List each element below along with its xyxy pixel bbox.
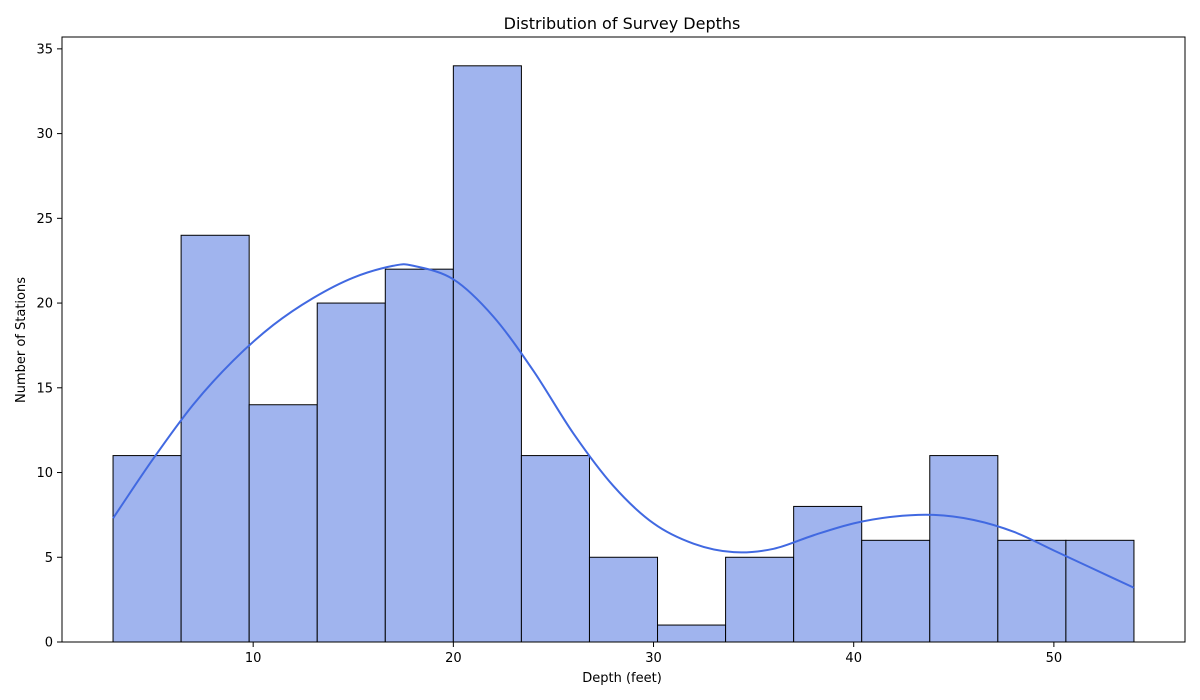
histogram-bar: [657, 624, 727, 643]
histogram-bar: [180, 234, 250, 643]
histogram-bar: [452, 65, 522, 643]
y-tick-label: 35: [36, 42, 53, 57]
histogram-bar: [316, 302, 386, 643]
histogram-bar: [520, 455, 590, 643]
histogram-bar: [861, 539, 931, 643]
bars-group: [112, 65, 1135, 643]
x-tick-label: 40: [845, 651, 862, 666]
histogram-bar: [248, 404, 318, 643]
histogram-bar: [997, 539, 1067, 643]
x-axis-ticks: 10 20 30 40 50: [245, 642, 1062, 666]
x-tick-label: 30: [645, 651, 662, 666]
histogram-bar: [725, 556, 795, 643]
y-axis-ticks: 0 5 10 15 20 25 30 35: [36, 42, 62, 651]
x-axis-label: Depth (feet): [582, 671, 662, 686]
y-tick-label: 10: [36, 466, 53, 481]
x-tick-label: 20: [445, 651, 462, 666]
y-tick-label: 20: [36, 297, 53, 312]
histogram-bar: [1065, 539, 1135, 643]
x-tick-label: 10: [245, 651, 262, 666]
histogram-bar: [929, 455, 999, 643]
plot-area-frame: [61, 36, 1186, 643]
y-axis-label: Number of Stations: [14, 277, 29, 403]
histogram-bar: [384, 268, 454, 643]
chart-title: Distribution of Survey Depths: [504, 14, 741, 33]
y-tick-label: 30: [36, 127, 53, 142]
kde-line: [112, 263, 1135, 589]
histogram-bar: [793, 505, 863, 643]
histogram-bar: [112, 455, 182, 643]
y-tick-label: 5: [45, 551, 53, 566]
histogram-bar: [588, 556, 659, 643]
y-tick-label: 0: [45, 636, 53, 651]
y-tick-label: 15: [36, 381, 53, 396]
y-tick-label: 25: [36, 212, 53, 227]
x-tick-label: 50: [1046, 651, 1063, 666]
